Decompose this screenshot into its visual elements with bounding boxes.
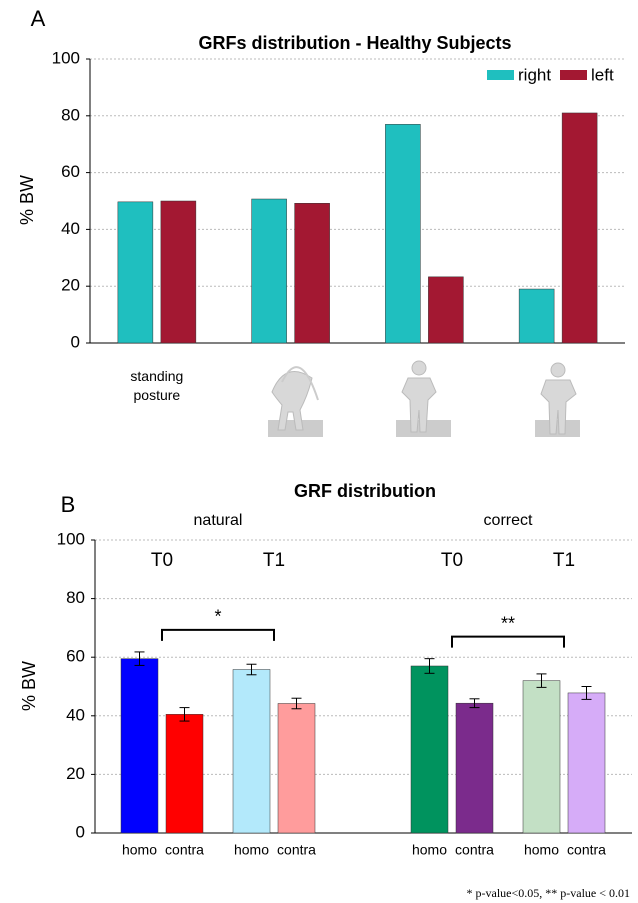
x-tick-label: homo	[234, 842, 269, 858]
legend-label: right	[518, 65, 551, 84]
y-tick-label: 80	[61, 105, 80, 124]
bar	[118, 202, 153, 343]
bar	[233, 670, 270, 833]
x-tick-label: contra	[165, 842, 204, 858]
bar	[523, 681, 560, 833]
y-tick-label: 100	[52, 48, 80, 67]
y-tick-label: 60	[66, 647, 85, 666]
y-axis-label: % BW	[19, 661, 39, 711]
y-tick-label: 20	[66, 764, 85, 783]
timepoint-label: T0	[151, 550, 173, 571]
panel-label: B	[61, 492, 76, 517]
significance-label: **	[501, 613, 515, 633]
group-label: natural	[194, 512, 243, 529]
chart: A GRFs distribution - Healthy Subjects % B…	[0, 0, 638, 903]
bar	[385, 124, 420, 343]
group-label: correct	[484, 512, 533, 529]
significance-label: *	[214, 607, 221, 627]
y-tick-label: 40	[66, 705, 85, 724]
significance-bracket	[452, 637, 564, 648]
y-tick-label: 80	[66, 588, 85, 607]
timepoint-label: T1	[553, 550, 575, 571]
legend-label: left	[591, 65, 614, 84]
y-tick-label: 0	[71, 332, 80, 351]
x-tick-label: standing posture	[112, 367, 202, 405]
y-tick-label: 60	[61, 162, 80, 181]
chart-title: GRFs distribution - Healthy Subjects	[198, 33, 511, 53]
legend-swatch	[560, 70, 587, 80]
x-tick-label: contra	[567, 842, 606, 858]
x-tick-label: homo	[524, 842, 559, 858]
bar	[411, 666, 448, 833]
footnote: * p-value<0.05, ** p-value < 0.01	[467, 886, 631, 901]
y-axis-label: % BW	[17, 175, 37, 225]
bar	[278, 703, 315, 833]
x-tick-label: contra	[455, 842, 494, 858]
bar	[166, 714, 203, 833]
bar	[456, 703, 493, 833]
timepoint-label: T0	[441, 550, 463, 571]
y-tick-label: 0	[76, 822, 85, 841]
bar	[562, 113, 597, 343]
bar	[295, 203, 330, 343]
bar	[252, 199, 287, 343]
timepoint-label: T1	[263, 550, 285, 571]
posture-figure	[268, 361, 580, 437]
y-tick-label: 20	[61, 276, 80, 295]
y-tick-label: 40	[61, 219, 80, 238]
bar	[519, 289, 554, 343]
chart-title: GRF distribution	[294, 481, 436, 501]
panel-label: A	[31, 6, 46, 31]
bar	[121, 659, 158, 833]
x-tick-label: homo	[122, 842, 157, 858]
legend-swatch	[487, 70, 514, 80]
x-tick-label: contra	[277, 842, 316, 858]
page: {"chart_data": [ {"type": "bar", "panel"…	[0, 0, 638, 903]
bar	[161, 201, 196, 343]
bar	[568, 693, 605, 833]
y-tick-label: 100	[57, 529, 85, 548]
x-tick-label: homo	[412, 842, 447, 858]
significance-bracket	[162, 630, 274, 641]
bar	[428, 277, 463, 343]
